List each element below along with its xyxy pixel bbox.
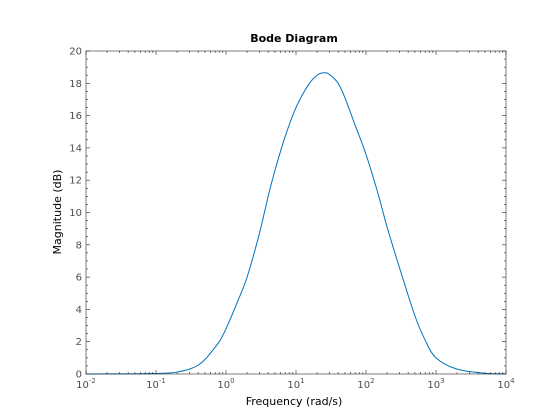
x-tick-base: 10 — [427, 380, 440, 391]
y-tick-label: 6 — [76, 273, 82, 284]
x-tick-exponent: 3 — [440, 377, 444, 385]
y-tick-label: 2 — [76, 337, 82, 348]
x-tick-base: 10 — [287, 380, 300, 391]
y-tick-label: 8 — [76, 240, 82, 251]
x-tick-label: 102 — [357, 377, 374, 391]
x-axis-label: Frequency (rad/s) — [246, 395, 343, 408]
x-tick-base: 10 — [217, 380, 230, 391]
y-tick-label: 12 — [69, 176, 82, 187]
x-tick-label: 10-1 — [146, 377, 166, 391]
x-tick-exponent: 2 — [370, 377, 374, 385]
x-tick-exponent: 0 — [230, 377, 234, 385]
x-tick-label: 103 — [427, 377, 444, 391]
y-tick-label: 20 — [69, 47, 82, 58]
y-tick-label: 4 — [76, 305, 82, 316]
x-tick-exponent: 1 — [300, 377, 304, 385]
x-tick-exponent: -1 — [159, 377, 166, 385]
x-tick-label: 100 — [217, 377, 234, 391]
x-tick-base: 10 — [76, 380, 89, 391]
magnitude-line — [85, 72, 507, 375]
y-axis-label: Magnitude (dB) — [51, 170, 64, 255]
x-tick-exponent: 4 — [510, 377, 515, 385]
data-layer — [85, 72, 507, 375]
y-tick-label: 18 — [69, 79, 82, 90]
y-tick-label: 14 — [69, 143, 82, 154]
y-tick-label: 16 — [69, 111, 82, 122]
x-tick-label: 104 — [497, 377, 515, 391]
x-tick-label: 10-2 — [76, 377, 96, 391]
x-tick-exponent: -2 — [89, 377, 96, 385]
y-tick-label: 10 — [69, 208, 82, 219]
x-tick-base: 10 — [146, 380, 159, 391]
y-tick-label: 0 — [76, 370, 82, 381]
chart-title: Bode Diagram — [250, 32, 338, 45]
x-tick-base: 10 — [497, 380, 510, 391]
x-tick-base: 10 — [357, 380, 370, 391]
plot-area — [86, 51, 506, 374]
x-tick-label: 101 — [287, 377, 304, 391]
